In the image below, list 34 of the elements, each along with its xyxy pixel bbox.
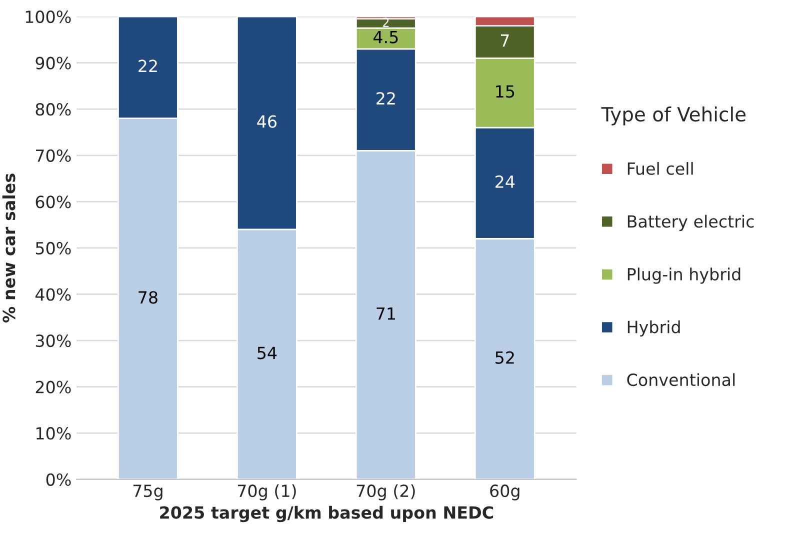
data-label: 54 <box>258 346 277 360</box>
data-label: 22 <box>376 92 395 104</box>
y-tick-label: 60% <box>36 196 71 208</box>
data-label: 46 <box>257 115 276 128</box>
data-label: 24 <box>496 175 515 188</box>
y-tick-label: 70% <box>36 149 71 162</box>
x-tick-label: 70g (1) <box>238 484 296 500</box>
y-tick-label: 80% <box>36 103 71 116</box>
data-label: 71 <box>376 308 395 320</box>
y-tick-label: 20% <box>36 380 71 394</box>
data-label: 78 <box>138 291 158 304</box>
legend-title: Type of Vehicle <box>601 106 746 126</box>
y-axis-title: % new car sales <box>2 174 16 322</box>
data-label: 15 <box>496 85 514 98</box>
y-tick-label: 10% <box>36 427 71 440</box>
y-tick-label: 0% <box>46 473 71 486</box>
y-tick-label: 30% <box>36 334 71 348</box>
legend-label: Conventional <box>627 373 735 386</box>
data-label: 22 <box>138 60 157 72</box>
legend-label: Plug-in hybrid <box>628 268 740 284</box>
legend-label: Hybrid <box>628 320 680 337</box>
x-tick-label: 60g <box>490 484 520 500</box>
x-tick-label: 70g (2) <box>356 484 415 500</box>
data-label: 4.5 <box>373 30 398 44</box>
y-tick-label: 50% <box>36 242 71 255</box>
y-tick-label: 90% <box>36 56 71 70</box>
legend-label: Battery electric <box>628 214 754 231</box>
x-axis-title: 2025 target g/km based upon NEDC <box>160 506 494 522</box>
legend-label: Fuel cell <box>628 162 693 175</box>
x-tick-label: 75g <box>133 484 162 500</box>
y-tick-label: 100% <box>26 10 71 24</box>
data-label: 7 <box>500 34 509 47</box>
data-label: 52 <box>496 351 514 364</box>
y-tick-label: 40% <box>35 288 71 301</box>
